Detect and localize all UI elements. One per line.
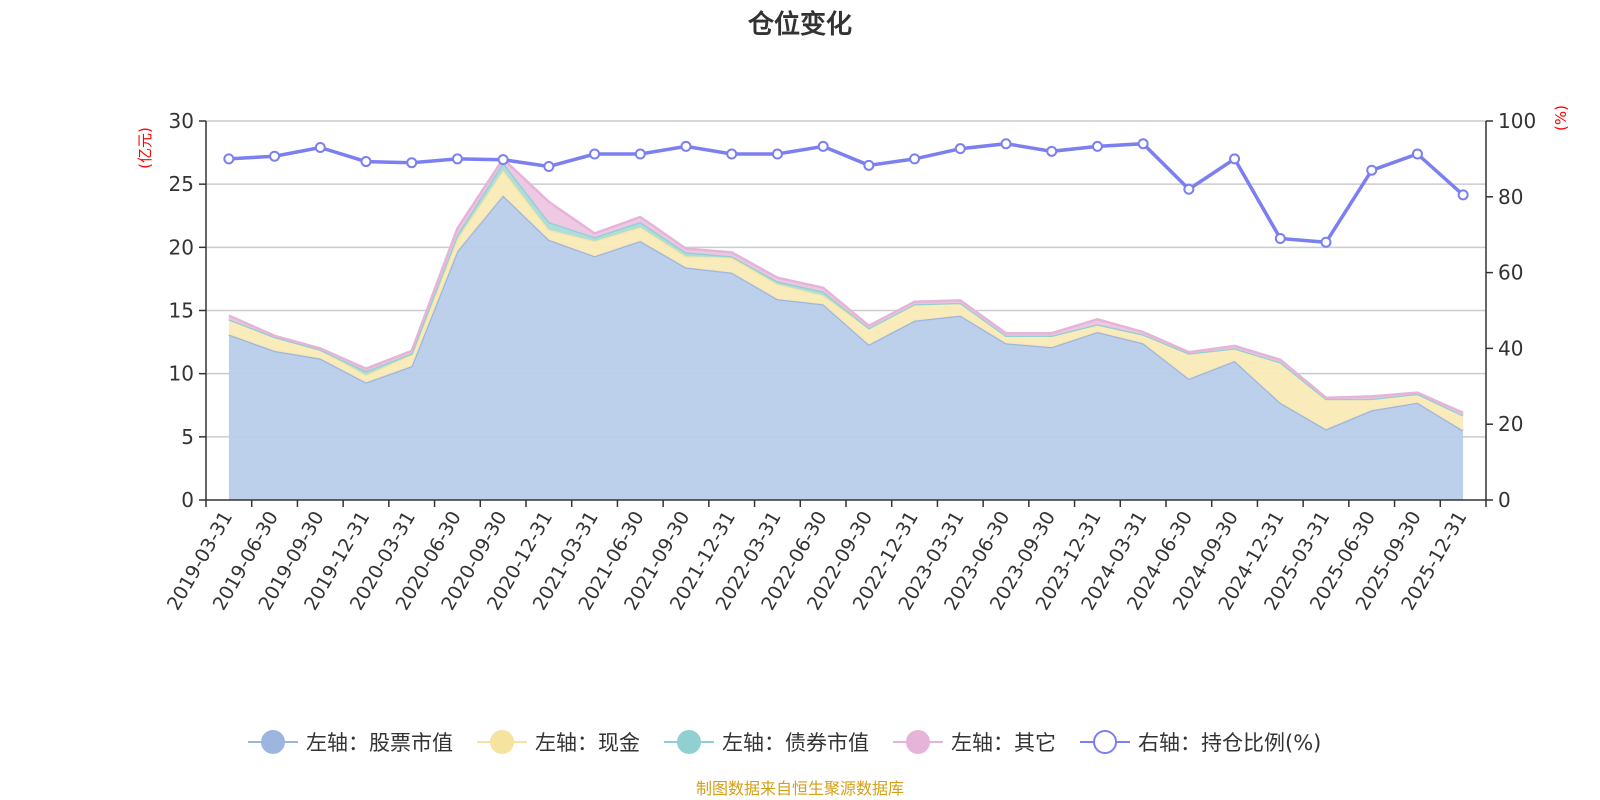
ratio-point: [909, 153, 921, 165]
ratio-point: [360, 156, 372, 168]
ratio-point: [680, 140, 692, 152]
ratio-point: [1229, 153, 1241, 165]
right-tick-label: 20: [1498, 412, 1523, 436]
legend-marker: [906, 730, 930, 754]
source-note: 制图数据来自恒生聚源数据库: [696, 779, 904, 798]
ratio-point: [1274, 232, 1286, 244]
ratio-point: [451, 153, 463, 165]
ratio-point: [1046, 145, 1058, 157]
legend-marker: [677, 730, 701, 754]
ratio-point: [314, 142, 326, 154]
legend-item: 左轴：债券市值: [664, 730, 869, 755]
ratio-point: [589, 148, 601, 160]
ratio-point: [817, 140, 829, 152]
area-edge-3: [228, 156, 1464, 414]
ratio-point: [1091, 140, 1103, 152]
ratio-point: [1320, 236, 1332, 248]
ratio-point: [1366, 164, 1378, 176]
legend-marker: [261, 730, 285, 754]
left-axis-unit: (亿元): [136, 127, 154, 169]
stacked-areas: [228, 156, 1464, 500]
legend-label: 左轴：股票市值: [306, 731, 453, 755]
ratio-point: [497, 154, 509, 166]
legend-item: 左轴：现金: [477, 730, 640, 755]
left-tick-label: 10: [169, 362, 194, 386]
right-tick-label: 0: [1498, 488, 1511, 512]
right-tick-label: 100: [1498, 109, 1536, 133]
right-tick-label: 80: [1498, 185, 1523, 209]
left-tick-label: 25: [169, 172, 194, 196]
legend-label: 左轴：其它: [951, 731, 1056, 755]
ratio-point: [1183, 183, 1195, 195]
ratio-point: [1457, 189, 1469, 201]
legend-label: 左轴：债券市值: [722, 731, 869, 755]
legend-item: 左轴：股票市值: [248, 730, 453, 755]
area-0: [228, 195, 1464, 500]
left-tick-label: 0: [181, 488, 194, 512]
ratio-point: [726, 148, 738, 160]
left-tick-label: 15: [169, 299, 194, 323]
right-tick-label: 40: [1498, 336, 1523, 360]
right-tick-label: 60: [1498, 261, 1523, 285]
legend-label: 左轴：现金: [535, 731, 640, 755]
ratio-point: [771, 148, 783, 160]
ratio-point: [1000, 138, 1012, 150]
ratio-point: [269, 150, 281, 162]
ratio-point: [223, 153, 235, 165]
position-ratio-line: [223, 138, 1469, 248]
legend-marker: [490, 730, 514, 754]
chart-title: 仓位变化: [747, 9, 852, 40]
left-tick-label: 30: [169, 109, 194, 133]
legend-item: 左轴：其它: [893, 730, 1056, 755]
area-1: [228, 170, 1464, 431]
legend-item: 右轴：持仓比例(%): [1080, 730, 1321, 755]
left-tick-label: 20: [169, 235, 194, 259]
legend-marker: [1093, 730, 1117, 754]
ratio-point: [954, 143, 966, 155]
ratio-line-path: [228, 141, 1465, 245]
legend-label: 右轴：持仓比例(%): [1138, 731, 1321, 755]
right-axis-unit: (%): [1552, 105, 1570, 131]
ratio-point: [543, 160, 555, 172]
ratio-point: [1137, 138, 1149, 150]
ratio-point: [1411, 148, 1423, 160]
legend: 左轴：股票市值 左轴：现金 左轴：债券市值 左轴：其它 右轴：持仓比例(%): [248, 730, 1321, 755]
left-tick-label: 5: [181, 425, 194, 449]
ratio-point: [406, 157, 418, 169]
ratio-point: [634, 148, 646, 160]
ratio-point: [863, 159, 875, 171]
